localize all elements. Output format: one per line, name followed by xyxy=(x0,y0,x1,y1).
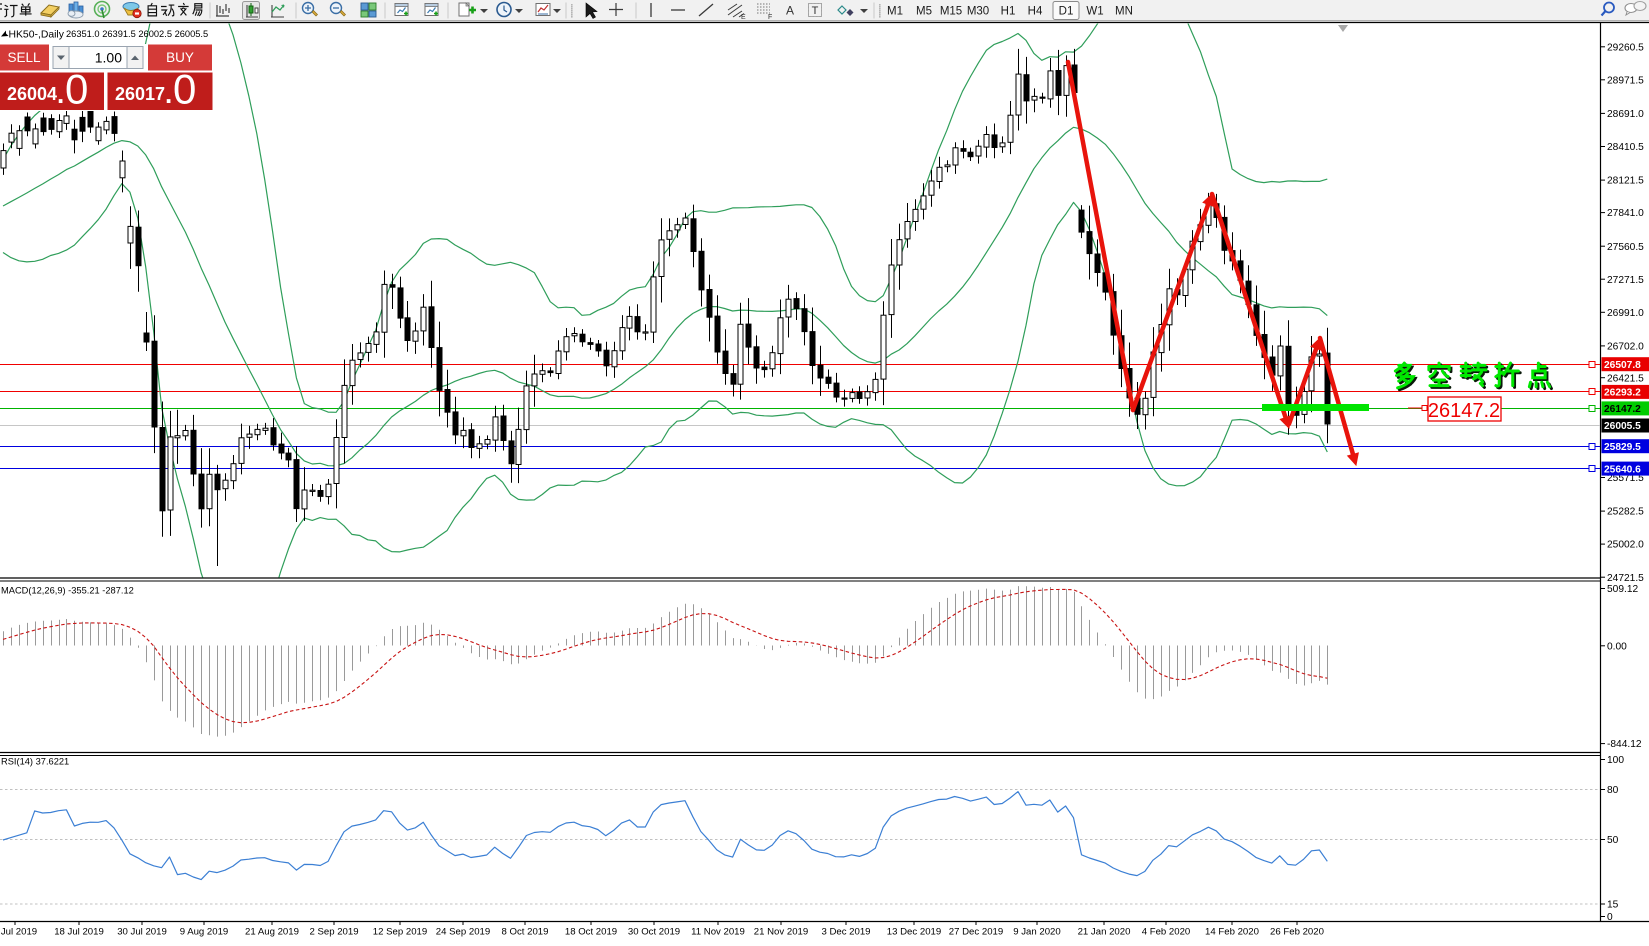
svg-text:-844.12: -844.12 xyxy=(1607,739,1642,750)
svg-text:13 Dec 2019: 13 Dec 2019 xyxy=(887,927,941,938)
svg-text:M30: M30 xyxy=(967,6,989,18)
svg-text:80: 80 xyxy=(1607,785,1619,796)
svg-text:27 Dec 2019: 27 Dec 2019 xyxy=(949,927,1003,938)
svg-text:.: . xyxy=(165,79,172,109)
svg-text:H4: H4 xyxy=(1028,6,1043,18)
svg-text:26421.5: 26421.5 xyxy=(1607,373,1644,384)
svg-text:8 Oct 2019: 8 Oct 2019 xyxy=(502,927,549,938)
svg-text:4 Feb 2020: 4 Feb 2020 xyxy=(1142,927,1191,938)
svg-text:24721.5: 24721.5 xyxy=(1607,573,1644,584)
svg-text:.: . xyxy=(57,79,64,109)
svg-text:H1: H1 xyxy=(1001,6,1016,18)
svg-text:0: 0 xyxy=(173,66,196,113)
svg-text:26147.2: 26147.2 xyxy=(1604,404,1641,415)
svg-text:26991.0: 26991.0 xyxy=(1607,308,1644,319)
svg-text:26005.5: 26005.5 xyxy=(1604,421,1641,432)
svg-text:0: 0 xyxy=(65,66,88,113)
svg-text:28691.0: 28691.0 xyxy=(1607,109,1644,120)
svg-text:509.12: 509.12 xyxy=(1607,584,1638,595)
svg-text:0: 0 xyxy=(1607,912,1613,923)
svg-text:W1: W1 xyxy=(1086,6,1103,18)
svg-text:25640.6: 25640.6 xyxy=(1604,464,1641,475)
svg-text:M1: M1 xyxy=(887,6,903,18)
svg-text:D1: D1 xyxy=(1059,6,1074,18)
svg-text:28121.5: 28121.5 xyxy=(1607,176,1644,187)
svg-text:0.00: 0.00 xyxy=(1607,641,1627,652)
svg-text:18 Oct 2019: 18 Oct 2019 xyxy=(565,927,617,938)
svg-text:F: F xyxy=(768,14,772,21)
svg-text:26147.2: 26147.2 xyxy=(1428,400,1500,422)
svg-text:HK50-,Daily: HK50-,Daily xyxy=(9,30,65,41)
svg-text:2 Sep 2019: 2 Sep 2019 xyxy=(309,927,358,938)
svg-text:25571.5: 25571.5 xyxy=(1607,473,1644,484)
svg-text:BUY: BUY xyxy=(166,50,194,65)
svg-text:14 Feb 2020: 14 Feb 2020 xyxy=(1205,927,1259,938)
svg-text:26004: 26004 xyxy=(7,84,57,104)
svg-text:26507.8: 26507.8 xyxy=(1604,360,1641,371)
svg-text:27560.5: 27560.5 xyxy=(1607,242,1644,253)
svg-text:M5: M5 xyxy=(916,6,932,18)
svg-text:26017: 26017 xyxy=(115,84,165,104)
svg-text:100: 100 xyxy=(1607,755,1624,766)
svg-text:50: 50 xyxy=(1607,835,1619,846)
svg-text:30 Jul 2019: 30 Jul 2019 xyxy=(117,927,167,938)
svg-text:A: A xyxy=(786,4,794,18)
svg-text:M15: M15 xyxy=(940,6,962,18)
svg-text:21 Nov 2019: 21 Nov 2019 xyxy=(754,927,808,938)
svg-text:28410.5: 28410.5 xyxy=(1607,142,1644,153)
svg-text:12 Sep 2019: 12 Sep 2019 xyxy=(373,927,427,938)
svg-text:11 Nov 2019: 11 Nov 2019 xyxy=(691,927,745,938)
svg-text:25002.0: 25002.0 xyxy=(1607,540,1644,551)
svg-text:MN: MN xyxy=(1115,6,1133,18)
svg-text:MACD(12,26,9) -355.21 -287.12: MACD(12,26,9) -355.21 -287.12 xyxy=(1,586,134,596)
svg-text:21 Jan 2020: 21 Jan 2020 xyxy=(1078,927,1131,938)
svg-text:9 Aug 2019: 9 Aug 2019 xyxy=(180,927,229,938)
svg-text:18 Jul 2019: 18 Jul 2019 xyxy=(54,927,104,938)
svg-text:E: E xyxy=(741,14,746,21)
svg-text:SELL: SELL xyxy=(7,50,41,65)
svg-text:26351.0 26391.5 26002.5 26005.: 26351.0 26391.5 26002.5 26005.5 xyxy=(66,29,208,39)
svg-text:27271.5: 27271.5 xyxy=(1607,275,1644,286)
svg-text:25282.5: 25282.5 xyxy=(1607,507,1644,518)
svg-text:RSI(14) 37.6221: RSI(14) 37.6221 xyxy=(1,757,69,767)
svg-text:27841.0: 27841.0 xyxy=(1607,208,1644,219)
svg-text:26293.2: 26293.2 xyxy=(1604,388,1641,399)
svg-text:29260.5: 29260.5 xyxy=(1607,42,1644,53)
svg-text:21 Aug 2019: 21 Aug 2019 xyxy=(245,927,299,938)
svg-text:26 Feb 2020: 26 Feb 2020 xyxy=(1270,927,1324,938)
svg-text:30 Oct 2019: 30 Oct 2019 xyxy=(628,927,680,938)
svg-text:24 Sep 2019: 24 Sep 2019 xyxy=(436,927,490,938)
svg-text:9 Jan 2020: 9 Jan 2020 xyxy=(1013,927,1060,938)
svg-text:15: 15 xyxy=(1607,900,1619,911)
svg-text:T: T xyxy=(812,5,819,17)
svg-text:28971.5: 28971.5 xyxy=(1607,75,1644,86)
svg-text:8 Jul 2019: 8 Jul 2019 xyxy=(0,927,37,938)
svg-text:3 Dec 2019: 3 Dec 2019 xyxy=(821,927,870,938)
svg-text:26702.0: 26702.0 xyxy=(1607,342,1644,353)
svg-text:25829.5: 25829.5 xyxy=(1604,442,1641,453)
svg-text:1.00: 1.00 xyxy=(95,50,122,66)
